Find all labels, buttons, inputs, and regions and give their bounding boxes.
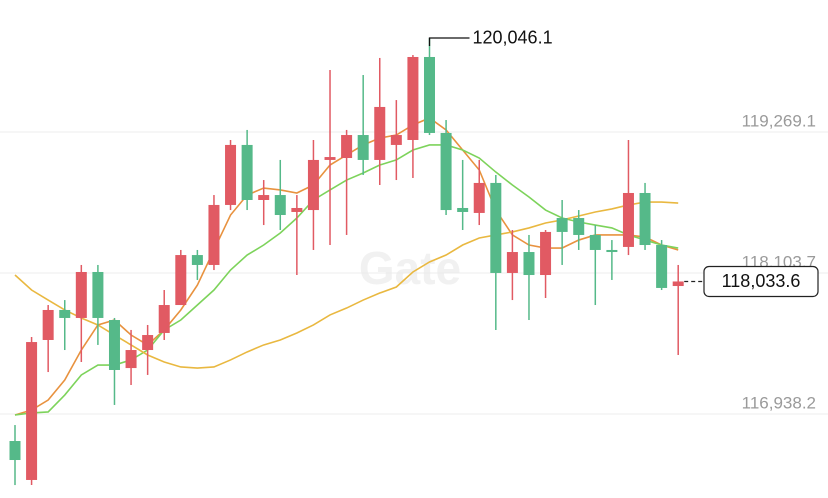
candle-body xyxy=(324,157,336,160)
candle-body xyxy=(457,207,469,212)
candle-body xyxy=(9,441,21,461)
candle-body xyxy=(540,231,552,276)
candle-body xyxy=(440,132,452,211)
candle-body xyxy=(291,207,303,212)
candle-body xyxy=(241,144,253,200)
candle-body xyxy=(125,350,137,369)
candle-body xyxy=(424,56,435,133)
candle-body xyxy=(108,320,120,370)
watermark: Gate xyxy=(359,242,461,294)
candle-body xyxy=(42,309,54,340)
candle-body xyxy=(274,195,286,216)
candle-body xyxy=(407,56,419,140)
candle-body xyxy=(589,234,601,250)
last-price-box xyxy=(703,265,819,298)
candle-body xyxy=(208,204,220,265)
y-tick-label: 119,269.1 xyxy=(742,111,816,130)
high-marker-line xyxy=(428,37,470,46)
candle-body xyxy=(390,135,402,145)
candle-body xyxy=(142,335,154,351)
candle-body xyxy=(622,192,634,247)
candle-body xyxy=(258,195,270,200)
high-marker-label: 120,046.1 xyxy=(473,28,553,48)
candle-body xyxy=(92,271,104,318)
y-tick-label: 116,938.2 xyxy=(742,393,816,412)
candle-body xyxy=(506,252,518,273)
last-price-label: 118,033.6 xyxy=(722,271,801,291)
candle-body xyxy=(175,255,187,306)
candle-body xyxy=(225,144,237,205)
candle-body xyxy=(307,159,319,211)
candle-body xyxy=(341,135,353,159)
candle-body xyxy=(357,135,369,160)
candle-body xyxy=(26,342,38,480)
candle-body xyxy=(59,309,71,318)
candle-body xyxy=(191,255,203,265)
candle-body xyxy=(573,218,585,235)
candle-body xyxy=(639,192,651,246)
candle-body xyxy=(75,271,87,318)
moving-average-line xyxy=(14,201,679,369)
candle-body xyxy=(606,249,618,253)
candle-body xyxy=(656,245,668,288)
candle-body xyxy=(374,106,386,160)
candle-body xyxy=(158,305,170,333)
candle-body xyxy=(556,218,568,232)
candle-body xyxy=(672,281,684,287)
candle-body xyxy=(523,252,535,276)
candle-body xyxy=(473,182,485,213)
candle-body xyxy=(490,182,502,273)
